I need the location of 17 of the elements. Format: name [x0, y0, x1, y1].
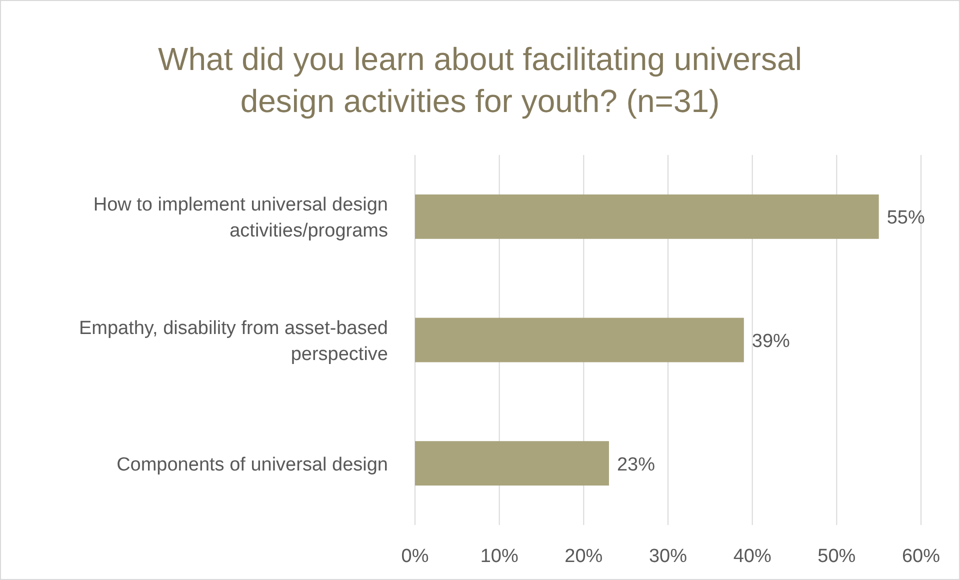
x-tick-label: 0% [401, 546, 429, 567]
bar [415, 318, 744, 362]
chart-title: What did you learn about facilitating universal design activities for youth? (n=31) [158, 41, 802, 119]
x-tick-label: 40% [733, 546, 772, 567]
y-tick-label: Components of universal design [116, 454, 388, 476]
y-tick-label: Empathy, disability from asset-based perspective [78, 318, 388, 365]
x-tick-label: 10% [480, 546, 518, 567]
data-label: 39% [752, 331, 790, 352]
x-tick-label: 60% [902, 546, 940, 567]
data-label: 23% [616, 454, 656, 476]
bar [415, 194, 879, 239]
x-tick-label: 30% [648, 546, 688, 567]
bar [415, 441, 609, 486]
data-label: 55% [886, 208, 925, 229]
x-tick-label: 50% [818, 546, 856, 567]
y-tick-label: How to implement universal design activities/programs [93, 194, 388, 242]
x-tick-label: 20% [564, 546, 603, 567]
